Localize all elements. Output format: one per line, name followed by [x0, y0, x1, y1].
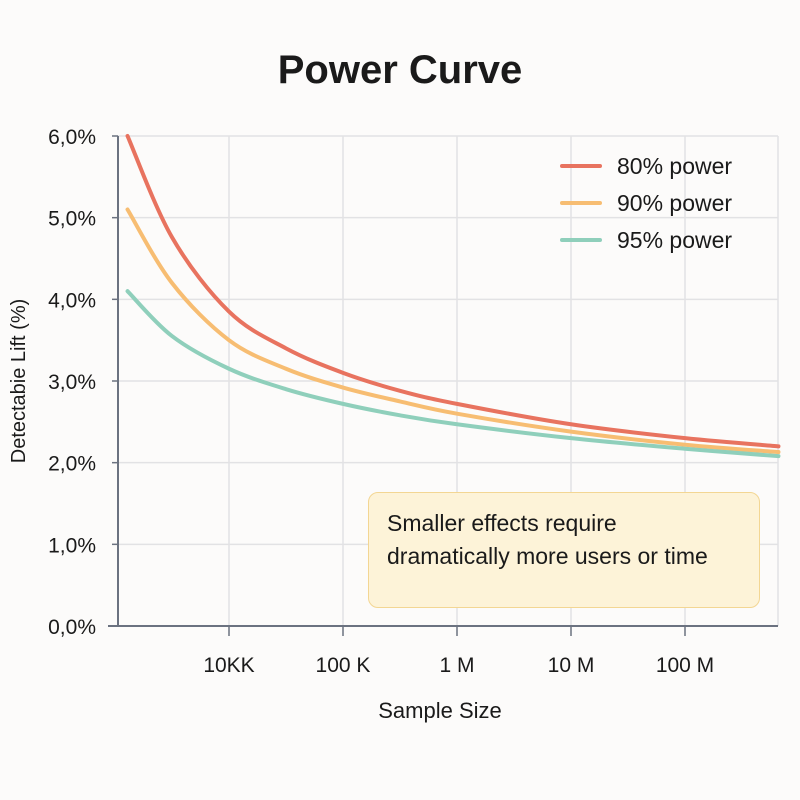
x-tick-label: 10 M [548, 654, 595, 677]
y-tick-label: 4,0% [48, 289, 96, 312]
annotation-box: Smaller effects require dramatically mor… [368, 492, 760, 608]
legend-label: 95% power [617, 227, 732, 253]
y-tick-label: 2,0% [48, 453, 96, 476]
series-line-90-power [125, 207, 781, 455]
y-tick-label: 6,0% [48, 126, 96, 149]
x-tick-label: 10KK [203, 654, 254, 677]
chart-title: Power Curve [277, 48, 523, 92]
y-tick-label: 3,0% [48, 371, 96, 394]
legend-label: 90% power [617, 190, 732, 216]
y-tick-label: 1,0% [48, 534, 96, 557]
x-axis-label: Sample Size [378, 698, 502, 723]
series-line-80-power [125, 134, 781, 449]
y-tick-label: 0,0% [48, 616, 96, 639]
legend-label: 80% power [617, 153, 732, 179]
x-tick-label: 100 M [656, 654, 714, 677]
x-tick-label: 100 K [316, 654, 371, 677]
x-tick-label: 1 M [439, 654, 474, 677]
y-tick-label: 5,0% [48, 208, 96, 231]
series-line-95-power [125, 289, 781, 459]
y-axis-label: Detectabie Lift (%) [8, 299, 30, 464]
